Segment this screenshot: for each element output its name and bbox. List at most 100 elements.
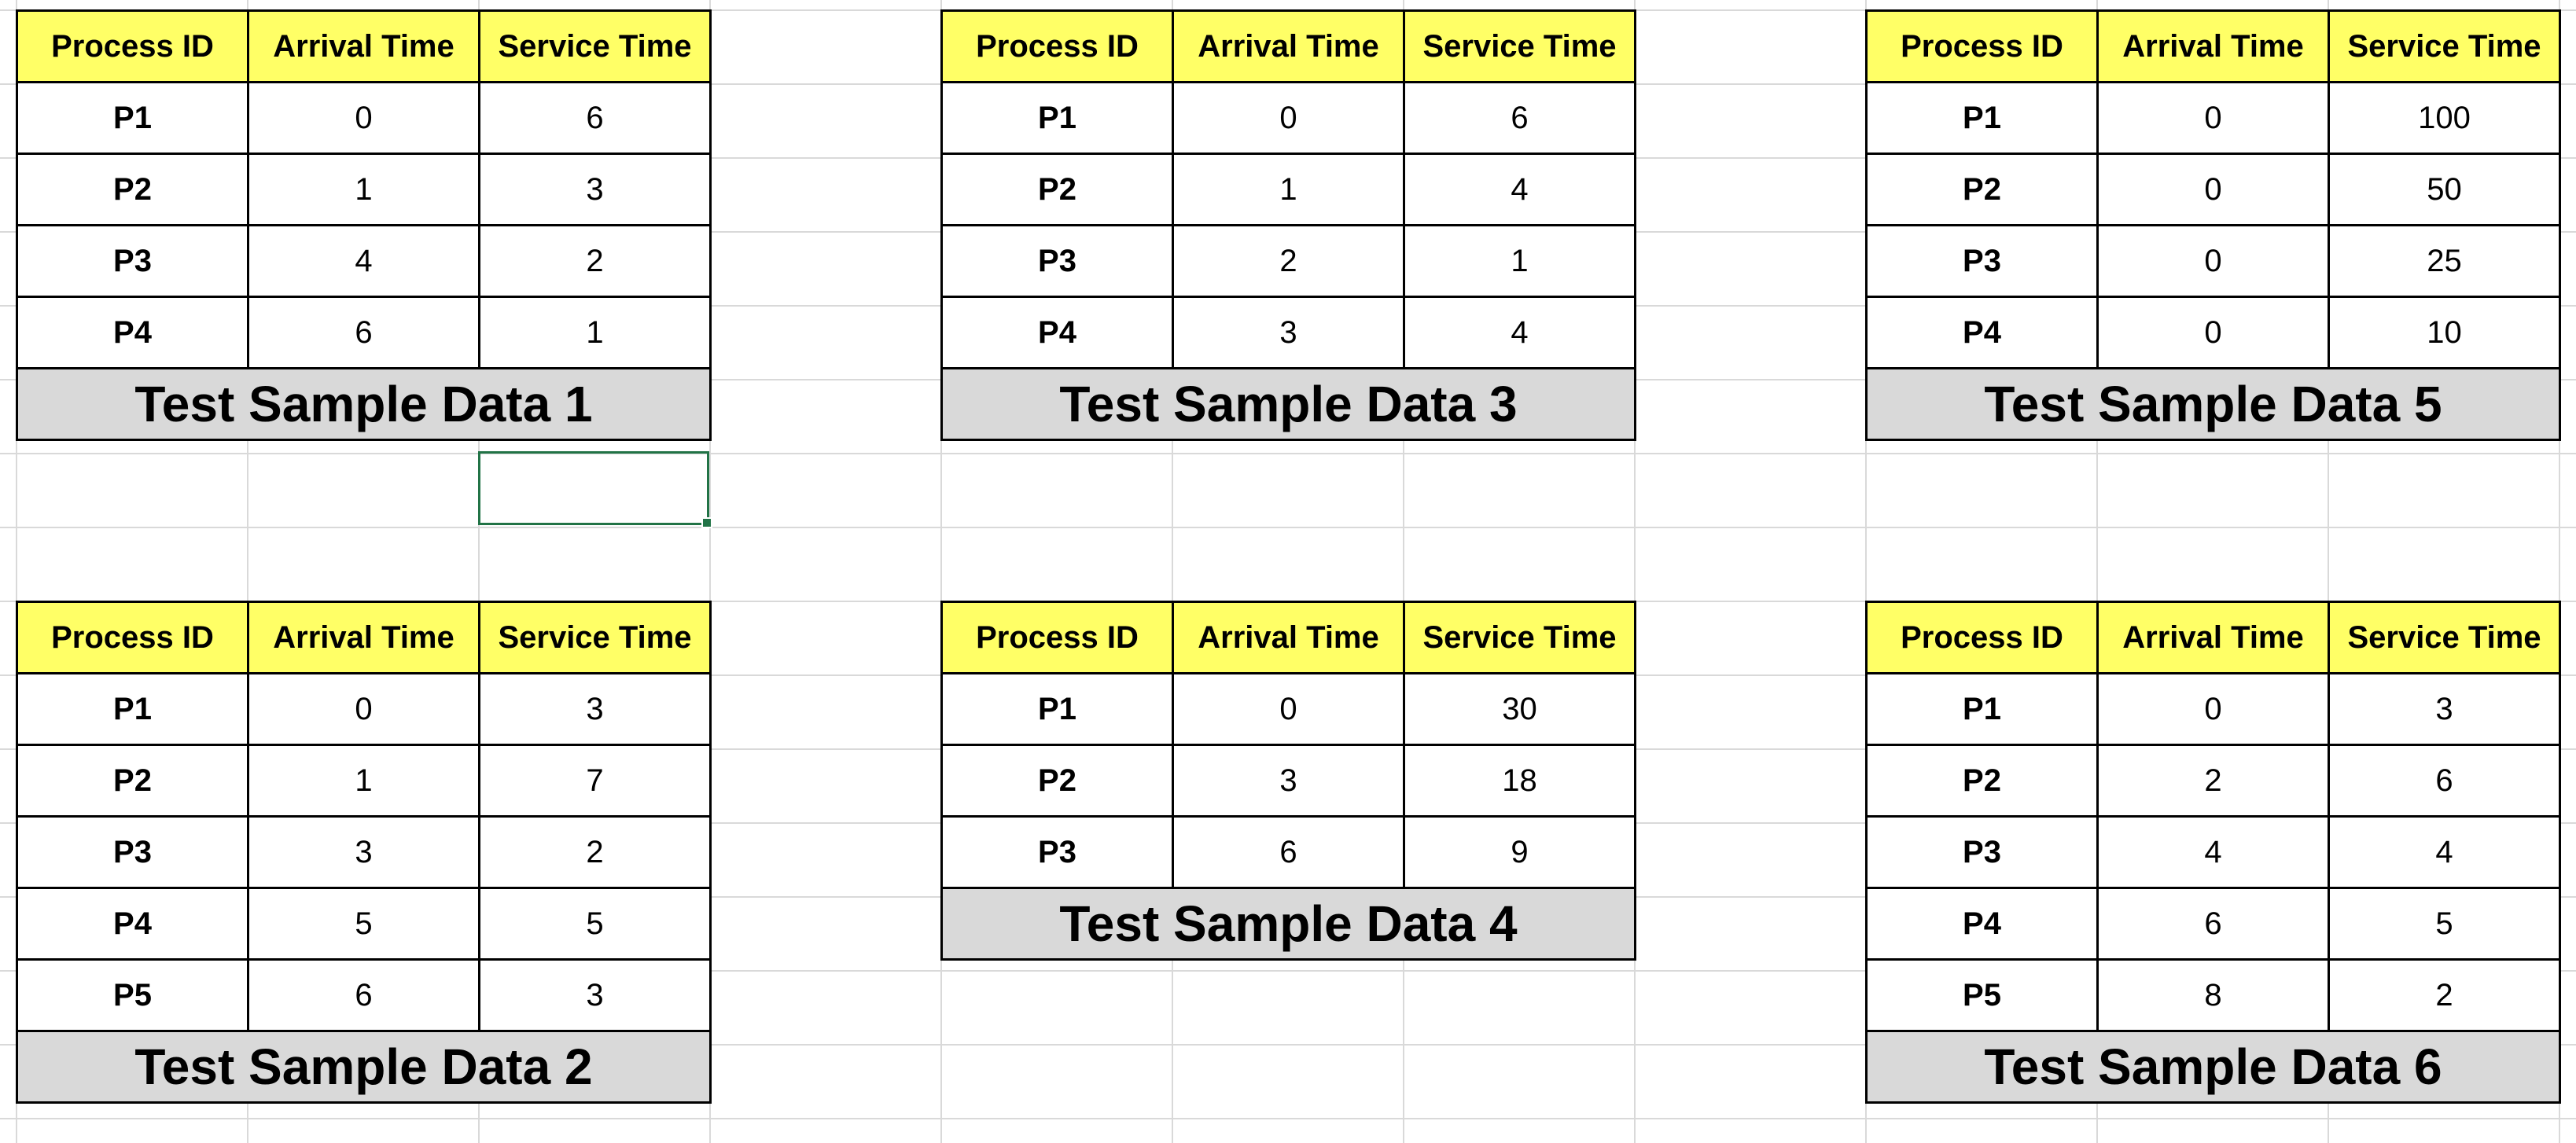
arrival-time-cell[interactable]: 2: [2096, 744, 2330, 818]
process-id-cell[interactable]: P1: [16, 672, 249, 746]
arrival-time-cell[interactable]: 0: [2096, 224, 2330, 298]
process-id-cell[interactable]: P5: [16, 958, 249, 1032]
service-time-cell[interactable]: 4: [2328, 815, 2561, 889]
process-id-cell[interactable]: P3: [940, 224, 1174, 298]
header-service-time[interactable]: Service Time: [478, 601, 712, 674]
service-time-cell[interactable]: 5: [2328, 887, 2561, 961]
service-time-cell[interactable]: 30: [1403, 672, 1636, 746]
process-id-cell[interactable]: P2: [940, 153, 1174, 226]
arrival-time-cell[interactable]: 0: [2096, 153, 2330, 226]
header-arrival-time[interactable]: Arrival Time: [2096, 601, 2330, 674]
sample-caption[interactable]: Test Sample Data 1: [16, 367, 712, 441]
process-id-cell[interactable]: P2: [1865, 744, 2099, 818]
header-arrival-time[interactable]: Arrival Time: [247, 9, 480, 83]
service-time-cell[interactable]: 2: [2328, 958, 2561, 1032]
service-time-cell[interactable]: 18: [1403, 744, 1636, 818]
sample-caption[interactable]: Test Sample Data 4: [940, 887, 1636, 961]
service-time-cell[interactable]: 10: [2328, 296, 2561, 369]
process-id-cell[interactable]: P3: [1865, 224, 2099, 298]
process-id-cell[interactable]: P1: [1865, 672, 2099, 746]
process-id-cell[interactable]: P3: [940, 815, 1174, 889]
process-id-cell[interactable]: P2: [16, 153, 249, 226]
service-time-cell[interactable]: 6: [478, 81, 712, 155]
process-id-cell[interactable]: P5: [1865, 958, 2099, 1032]
arrival-time-cell[interactable]: 8: [2096, 958, 2330, 1032]
header-process-id[interactable]: Process ID: [16, 9, 249, 83]
process-id-cell[interactable]: P4: [1865, 296, 2099, 369]
header-process-id[interactable]: Process ID: [940, 9, 1174, 83]
arrival-time-cell[interactable]: 0: [2096, 296, 2330, 369]
sample-caption[interactable]: Test Sample Data 6: [1865, 1030, 2561, 1104]
arrival-time-cell[interactable]: 5: [247, 887, 480, 961]
arrival-time-cell[interactable]: 0: [247, 672, 480, 746]
process-id-cell[interactable]: P1: [940, 81, 1174, 155]
process-id-cell[interactable]: P4: [16, 296, 249, 369]
service-time-cell[interactable]: 50: [2328, 153, 2561, 226]
service-time-cell[interactable]: 4: [1403, 153, 1636, 226]
service-time-cell[interactable]: 2: [478, 815, 712, 889]
process-id-cell[interactable]: P2: [16, 744, 249, 818]
process-id-cell[interactable]: P4: [16, 887, 249, 961]
header-process-id[interactable]: Process ID: [940, 601, 1174, 674]
service-time-cell[interactable]: 5: [478, 887, 712, 961]
arrival-time-cell[interactable]: 3: [1172, 296, 1405, 369]
header-process-id[interactable]: Process ID: [1865, 601, 2099, 674]
header-service-time[interactable]: Service Time: [2328, 9, 2561, 83]
arrival-time-cell[interactable]: 3: [247, 815, 480, 889]
service-time-cell[interactable]: 25: [2328, 224, 2561, 298]
header-arrival-time[interactable]: Arrival Time: [2096, 9, 2330, 83]
service-time-cell[interactable]: 1: [1403, 224, 1636, 298]
process-id-cell[interactable]: P2: [1865, 153, 2099, 226]
fill-handle[interactable]: [701, 517, 712, 528]
header-process-id[interactable]: Process ID: [1865, 9, 2099, 83]
arrival-time-cell[interactable]: 0: [1172, 81, 1405, 155]
header-service-time[interactable]: Service Time: [1403, 9, 1636, 83]
header-arrival-time[interactable]: Arrival Time: [247, 601, 480, 674]
service-time-cell[interactable]: 7: [478, 744, 712, 818]
service-time-cell[interactable]: 3: [478, 958, 712, 1032]
service-time-cell[interactable]: 6: [2328, 744, 2561, 818]
process-id-cell[interactable]: P1: [16, 81, 249, 155]
header-service-time[interactable]: Service Time: [2328, 601, 2561, 674]
process-id-cell[interactable]: P2: [940, 744, 1174, 818]
header-arrival-time[interactable]: Arrival Time: [1172, 9, 1405, 83]
header-service-time[interactable]: Service Time: [478, 9, 712, 83]
sample-caption[interactable]: Test Sample Data 5: [1865, 367, 2561, 441]
arrival-time-cell[interactable]: 1: [247, 744, 480, 818]
service-time-cell[interactable]: 6: [1403, 81, 1636, 155]
service-time-cell[interactable]: 9: [1403, 815, 1636, 889]
service-time-cell[interactable]: 3: [478, 153, 712, 226]
selected-cell[interactable]: [478, 451, 712, 528]
arrival-time-cell[interactable]: 4: [247, 224, 480, 298]
header-arrival-time[interactable]: Arrival Time: [1172, 601, 1405, 674]
service-time-cell[interactable]: 1: [478, 296, 712, 369]
process-id-cell[interactable]: P3: [16, 815, 249, 889]
process-id-cell[interactable]: P1: [940, 672, 1174, 746]
header-process-id[interactable]: Process ID: [16, 601, 249, 674]
process-id-cell[interactable]: P4: [1865, 887, 2099, 961]
arrival-time-cell[interactable]: 6: [2096, 887, 2330, 961]
arrival-time-cell[interactable]: 3: [1172, 744, 1405, 818]
service-time-cell[interactable]: 3: [478, 672, 712, 746]
arrival-time-cell[interactable]: 1: [247, 153, 480, 226]
arrival-time-cell[interactable]: 0: [2096, 672, 2330, 746]
process-id-cell[interactable]: P4: [940, 296, 1174, 369]
arrival-time-cell[interactable]: 6: [1172, 815, 1405, 889]
arrival-time-cell[interactable]: 6: [247, 296, 480, 369]
service-time-cell[interactable]: 4: [1403, 296, 1636, 369]
sample-caption[interactable]: Test Sample Data 3: [940, 367, 1636, 441]
process-id-cell[interactable]: P1: [1865, 81, 2099, 155]
arrival-time-cell[interactable]: 4: [2096, 815, 2330, 889]
process-id-cell[interactable]: P3: [1865, 815, 2099, 889]
arrival-time-cell[interactable]: 0: [2096, 81, 2330, 155]
service-time-cell[interactable]: 2: [478, 224, 712, 298]
process-id-cell[interactable]: P3: [16, 224, 249, 298]
arrival-time-cell[interactable]: 0: [1172, 672, 1405, 746]
arrival-time-cell[interactable]: 0: [247, 81, 480, 155]
sample-caption[interactable]: Test Sample Data 2: [16, 1030, 712, 1104]
header-service-time[interactable]: Service Time: [1403, 601, 1636, 674]
service-time-cell[interactable]: 100: [2328, 81, 2561, 155]
service-time-cell[interactable]: 3: [2328, 672, 2561, 746]
arrival-time-cell[interactable]: 6: [247, 958, 480, 1032]
arrival-time-cell[interactable]: 1: [1172, 153, 1405, 226]
